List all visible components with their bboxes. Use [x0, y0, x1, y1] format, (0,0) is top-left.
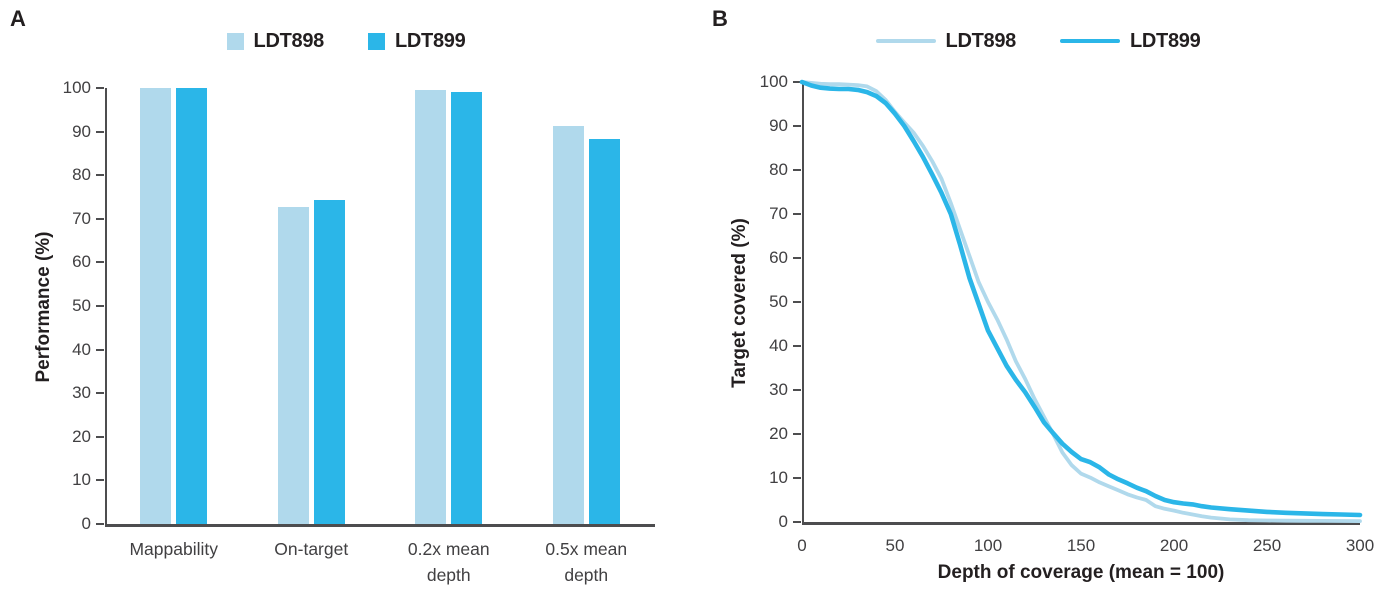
y-tick-mark [96, 261, 104, 264]
y-tick-mark [96, 217, 104, 220]
y-tick-mark [793, 257, 801, 259]
legend-line-swatch-ldt898 [875, 39, 936, 43]
y-tick-label: 30 [769, 380, 788, 399]
legend-label: LDT899 [1130, 29, 1201, 52]
bar-ldt899-4 [588, 139, 620, 524]
bar-group-4 [518, 88, 656, 524]
y-tick-mark [793, 301, 801, 303]
x-axis-line [105, 524, 655, 527]
bar-ldt898-2 [277, 207, 309, 524]
y-tick-mark [96, 479, 104, 482]
y-tick-mark [793, 389, 801, 391]
y-tick-label: 10 [769, 468, 788, 487]
legend-label: LDT898 [945, 29, 1017, 52]
bar-ldt898-1 [140, 88, 172, 524]
x-tick-label: 300 [1345, 536, 1375, 555]
legend-line-swatch-ldt899 [1060, 38, 1120, 44]
panel-b-x-axis-title: Depth of coverage (mean = 100) [937, 562, 1225, 583]
y-tick-label: 100 [62, 78, 91, 97]
y-tick-label: 90 [72, 121, 91, 141]
panel-b-legend: LDT898 LDT899 [692, 28, 1384, 54]
category-label: 0.2x mean depth [407, 539, 490, 585]
y-tick-label: 50 [769, 292, 788, 311]
y-tick-mark [793, 81, 801, 83]
y-tick-mark [793, 345, 801, 347]
bar-group-2 [243, 88, 381, 524]
y-tick-mark [96, 130, 104, 133]
y-tick-label: 80 [72, 165, 91, 185]
bar-groups [105, 88, 655, 524]
legend-item-ldt899: LDT899 [368, 29, 466, 53]
y-tick-label: 0 [778, 512, 788, 531]
panel-a: A LDT898 LDT899 Performance (%) 0 10 20 30 40… [0, 6, 692, 585]
y-tick-mark [793, 169, 801, 171]
y-tick-label: 40 [72, 339, 91, 359]
y-tick-label: 100 [759, 72, 788, 91]
bar-ldt898-3 [415, 90, 447, 524]
y-tick-mark [96, 174, 104, 177]
line-ldt899 [799, 79, 1363, 518]
panel-a-legend: LDT898 LDT899 [0, 28, 692, 54]
panel-a-letter: A [10, 6, 26, 31]
y-tick-label: 50 [72, 296, 91, 315]
y-tick-label: 70 [769, 204, 788, 223]
legend-square-swatch-ldt898 [226, 32, 244, 50]
y-tick-mark [793, 477, 801, 479]
y-tick-label: 60 [769, 248, 788, 267]
y-tick-mark [96, 348, 104, 351]
y-tick-mark [96, 523, 104, 525]
y-tick-mark [793, 125, 801, 127]
x-axis-line [802, 522, 1360, 525]
legend-item-ldt898: LDT898 [875, 29, 1017, 53]
bar-chart-plot-area: 0 10 20 30 40 50 60 70 80 90 100 Mappability On-targ… [63, 78, 655, 585]
y-tick-label: 40 [769, 336, 788, 355]
category-label: On-target [274, 539, 349, 559]
legend-square-swatch-ldt899 [368, 32, 385, 50]
category-labels: Mappability On-target 0.2x mean depth 0.5x … [105, 536, 655, 588]
y-tick-mark [793, 433, 801, 435]
panel-b: B LDT898 LDT899 Target covered (%) 0 10 20 3… [692, 0, 1384, 610]
y-axis-line [802, 82, 804, 524]
bar-group-1 [105, 88, 243, 524]
x-tick-label: 50 [885, 536, 905, 555]
x-tick-label: 200 [1159, 536, 1189, 555]
bar-ldt899-2 [313, 199, 345, 524]
x-tick-label: 250 [1252, 536, 1282, 555]
y-tick-label: 0 [81, 514, 91, 533]
x-tick-label: 100 [973, 536, 1003, 555]
x-tick-label: 0 [797, 536, 807, 555]
y-tick-mark [96, 305, 104, 307]
bar-ldt898-4 [552, 125, 584, 524]
legend-label: LDT899 [395, 29, 466, 52]
y-tick-label: 20 [769, 424, 788, 443]
y-tick-mark [96, 87, 104, 89]
y-tick-label: 80 [769, 160, 788, 179]
x-tick-label: 150 [1066, 536, 1096, 555]
coverage-lines [799, 79, 1363, 523]
line-ldt898 [800, 80, 1362, 523]
bar-ldt899-1 [176, 88, 208, 524]
y-tick-label: 60 [72, 252, 91, 272]
y-tick-label: 90 [769, 116, 788, 135]
y-tick-label: 20 [72, 426, 91, 446]
legend-item-ldt899: LDT899 [1060, 29, 1201, 53]
line-chart-plot-area: 0 10 20 30 40 50 60 70 80 90 100 0 50 100 150 200 250 300 [760, 72, 1375, 555]
category-label: Mappability [129, 539, 219, 559]
y-tick-label: 70 [72, 208, 91, 228]
y-tick-label: 10 [72, 470, 91, 490]
bar-group-3 [380, 88, 518, 524]
y-tick-mark [793, 213, 801, 215]
panel-b-letter: B [712, 6, 728, 31]
y-axis-line [105, 88, 107, 526]
legend-label: LDT898 [253, 29, 325, 52]
legend-item-ldt898: LDT898 [226, 29, 325, 53]
category-label: 0.5x mean depth [545, 539, 628, 585]
bar-ldt899-3 [451, 92, 483, 524]
y-tick-mark [96, 435, 104, 438]
y-tick-mark [793, 521, 801, 523]
y-tick-label: 30 [72, 383, 91, 403]
y-tick-mark [96, 392, 104, 395]
